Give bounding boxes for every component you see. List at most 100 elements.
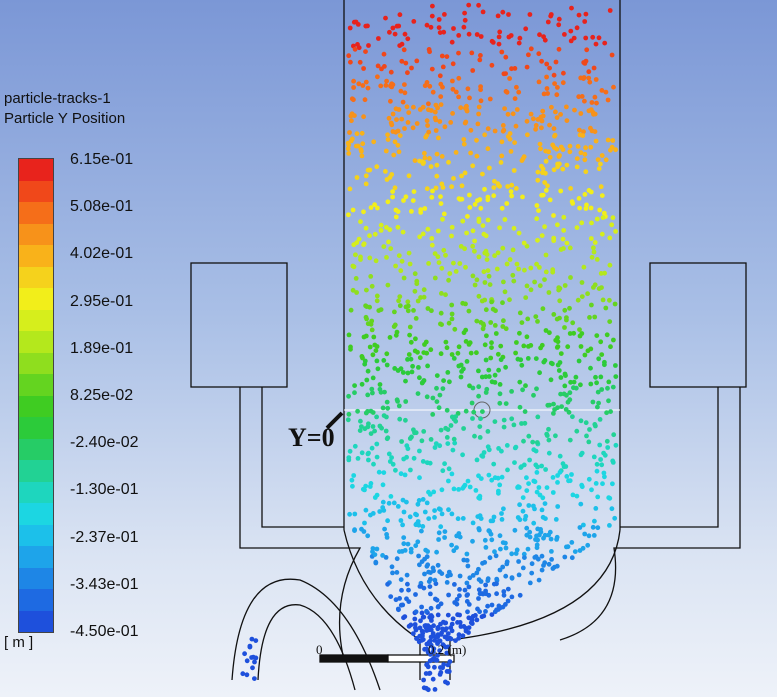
particle: [555, 85, 560, 90]
particle: [544, 74, 549, 80]
particle: [526, 52, 531, 58]
particle: [535, 169, 541, 175]
particle: [412, 271, 418, 277]
particle: [600, 481, 605, 487]
particle: [549, 557, 554, 562]
particle: [405, 36, 411, 42]
particle: [513, 551, 519, 556]
particle: [416, 498, 422, 503]
particle: [398, 602, 404, 608]
particle: [346, 455, 352, 460]
particle: [483, 609, 488, 614]
particle: [483, 582, 488, 588]
particle: [578, 75, 584, 81]
particle: [507, 131, 513, 136]
particle: [434, 151, 440, 157]
particle: [430, 89, 436, 95]
particle: [457, 534, 463, 540]
particle: [395, 142, 401, 148]
particle: [429, 236, 435, 241]
particle: [380, 499, 386, 505]
particle: [414, 58, 420, 64]
particle: [463, 408, 469, 414]
particle: [511, 278, 517, 284]
particle: [462, 170, 468, 176]
particle: [503, 401, 509, 406]
particle: [480, 171, 485, 177]
particle: [364, 287, 369, 293]
particle: [497, 482, 503, 488]
particle: [491, 185, 497, 191]
particle: [570, 320, 576, 326]
particle: [449, 233, 454, 239]
particle: [517, 35, 523, 41]
particle: [462, 246, 467, 252]
particle: [497, 29, 503, 35]
particle: [453, 414, 459, 419]
particle: [404, 443, 410, 449]
particle: [603, 305, 609, 311]
particle: [481, 450, 487, 455]
particle: [393, 263, 398, 269]
particle: [428, 24, 434, 30]
particle: [599, 352, 605, 357]
particle: [446, 159, 451, 165]
particle: [500, 9, 506, 15]
particle: [456, 75, 462, 81]
particle: [388, 120, 394, 126]
particle: [467, 205, 473, 210]
particle: [426, 579, 432, 584]
particle: [531, 116, 536, 122]
particle: [439, 265, 445, 271]
particle: [593, 77, 599, 82]
particle: [532, 555, 538, 560]
particle: [497, 567, 503, 573]
particle: [484, 333, 489, 339]
particle: [536, 51, 542, 57]
particle: [431, 568, 436, 574]
particle: [579, 450, 585, 456]
particle: [450, 111, 455, 116]
particle: [252, 659, 257, 665]
particle: [486, 592, 492, 598]
particle: [505, 467, 510, 473]
particle: [455, 350, 461, 356]
particle: [498, 343, 504, 349]
particle: [416, 522, 422, 528]
particle: [504, 201, 510, 206]
particle: [494, 591, 499, 597]
particle: [438, 310, 444, 316]
particle: [516, 40, 522, 46]
particle: [402, 126, 407, 131]
particle: [565, 544, 571, 550]
particle: [530, 439, 536, 445]
particle: [393, 597, 399, 603]
particle: [543, 467, 548, 472]
particle: [440, 468, 446, 474]
particle: [520, 194, 525, 200]
particle: [412, 616, 418, 622]
particle: [528, 287, 534, 293]
particle: [400, 370, 406, 375]
particle: [525, 356, 531, 361]
particle: [491, 193, 497, 199]
particle: [586, 188, 592, 193]
particle: [402, 472, 408, 478]
origin-label: Y=0: [288, 423, 335, 452]
particle: [391, 152, 397, 158]
colorbar-band: [19, 223, 53, 245]
particle: [483, 374, 489, 380]
particle: [351, 97, 356, 103]
particle: [517, 379, 523, 385]
particle: [428, 638, 433, 644]
particle: [480, 9, 486, 15]
particle: [504, 559, 510, 565]
particle: [420, 104, 426, 110]
particle: [587, 315, 592, 320]
particle: [517, 502, 522, 508]
particle: [503, 326, 509, 332]
particle: [556, 16, 562, 22]
particle: [567, 245, 573, 251]
particle: [397, 549, 402, 554]
particle: [408, 356, 414, 362]
